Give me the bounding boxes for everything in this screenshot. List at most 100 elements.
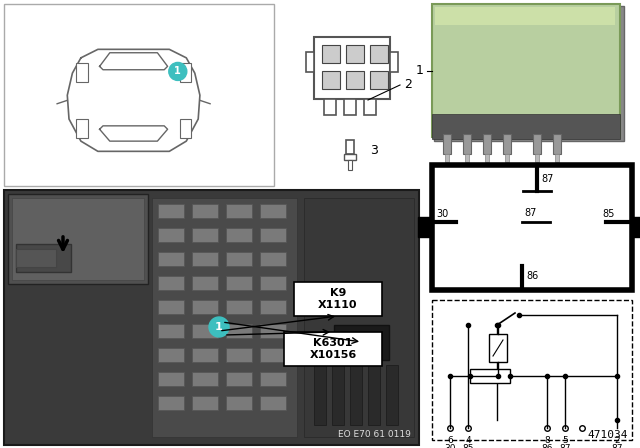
- Bar: [226, 396, 252, 410]
- Text: 3: 3: [370, 143, 378, 156]
- Text: 5: 5: [562, 436, 568, 445]
- Bar: [322, 71, 340, 89]
- Bar: [294, 282, 382, 316]
- Bar: [364, 99, 376, 115]
- Text: 85: 85: [602, 209, 614, 219]
- Text: K6301
X10156: K6301 X10156: [309, 338, 356, 360]
- Bar: [483, 134, 491, 154]
- Bar: [179, 63, 191, 82]
- Text: 8: 8: [544, 436, 550, 445]
- Bar: [16, 249, 56, 267]
- Bar: [226, 324, 252, 338]
- Bar: [226, 276, 252, 290]
- Text: 86: 86: [541, 444, 553, 448]
- Bar: [432, 114, 620, 139]
- Bar: [368, 365, 380, 425]
- Bar: [465, 154, 469, 162]
- Bar: [503, 134, 511, 154]
- Bar: [434, 6, 624, 141]
- Bar: [192, 396, 218, 410]
- Bar: [179, 119, 191, 138]
- Bar: [152, 198, 297, 437]
- Bar: [306, 52, 314, 72]
- Text: 85: 85: [462, 444, 474, 448]
- Text: 87: 87: [611, 444, 623, 448]
- Bar: [192, 276, 218, 290]
- Bar: [260, 204, 286, 218]
- Bar: [348, 160, 352, 170]
- Bar: [76, 63, 88, 82]
- Bar: [535, 154, 539, 162]
- Text: 1: 1: [215, 322, 223, 332]
- Bar: [16, 244, 71, 272]
- Bar: [192, 204, 218, 218]
- Text: 87: 87: [559, 444, 571, 448]
- Bar: [8, 194, 148, 284]
- Bar: [332, 365, 344, 425]
- Bar: [470, 369, 510, 383]
- Bar: [432, 4, 620, 137]
- Bar: [346, 71, 364, 89]
- Text: 30: 30: [444, 444, 456, 448]
- Bar: [632, 217, 640, 237]
- Text: 1: 1: [175, 66, 181, 77]
- Bar: [314, 365, 326, 425]
- Bar: [260, 348, 286, 362]
- Bar: [158, 324, 184, 338]
- Bar: [192, 300, 218, 314]
- Bar: [390, 52, 398, 72]
- Bar: [226, 348, 252, 362]
- Bar: [226, 252, 252, 266]
- Bar: [370, 71, 388, 89]
- Bar: [192, 372, 218, 386]
- Bar: [12, 198, 144, 280]
- Bar: [158, 348, 184, 362]
- Bar: [260, 252, 286, 266]
- Bar: [158, 300, 184, 314]
- Text: 6: 6: [447, 436, 453, 445]
- Text: 30: 30: [436, 209, 448, 219]
- Bar: [76, 119, 88, 138]
- Bar: [443, 134, 451, 154]
- Bar: [344, 99, 356, 115]
- Bar: [226, 300, 252, 314]
- Bar: [346, 45, 364, 63]
- Bar: [350, 365, 362, 425]
- Bar: [284, 332, 382, 366]
- Bar: [505, 154, 509, 162]
- Bar: [334, 325, 389, 360]
- Bar: [344, 154, 356, 160]
- Bar: [226, 228, 252, 242]
- Bar: [4, 4, 274, 186]
- Bar: [158, 204, 184, 218]
- Bar: [158, 372, 184, 386]
- Bar: [4, 190, 419, 445]
- Bar: [324, 99, 336, 115]
- Circle shape: [169, 62, 187, 81]
- Text: 4: 4: [465, 436, 471, 445]
- Text: 471034: 471034: [588, 430, 628, 440]
- Text: EO E70 61 0119: EO E70 61 0119: [338, 430, 411, 439]
- Bar: [158, 228, 184, 242]
- Text: 2: 2: [614, 436, 620, 445]
- Bar: [463, 134, 471, 154]
- Bar: [485, 154, 489, 162]
- Bar: [192, 324, 218, 338]
- Bar: [555, 154, 559, 162]
- Bar: [158, 396, 184, 410]
- Bar: [260, 300, 286, 314]
- Bar: [432, 300, 632, 440]
- Bar: [260, 396, 286, 410]
- Text: 86: 86: [526, 271, 538, 281]
- Circle shape: [209, 317, 229, 337]
- Bar: [304, 198, 414, 437]
- Bar: [435, 7, 615, 25]
- Bar: [418, 217, 432, 237]
- Text: 1: 1: [416, 65, 424, 78]
- Bar: [158, 276, 184, 290]
- Bar: [533, 134, 541, 154]
- Bar: [226, 204, 252, 218]
- Bar: [346, 140, 354, 154]
- Bar: [192, 228, 218, 242]
- Bar: [260, 372, 286, 386]
